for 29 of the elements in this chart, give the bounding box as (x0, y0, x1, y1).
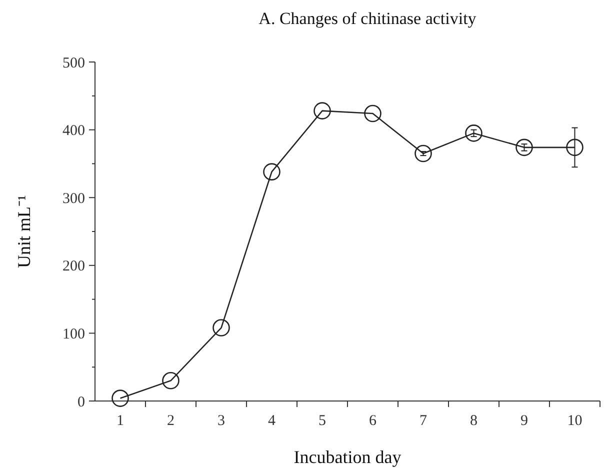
x-tick-label: 3 (218, 413, 225, 429)
x-tick-label: 8 (470, 413, 478, 429)
x-tick-label: 2 (167, 413, 174, 429)
chart-title: A. Changes of chitinase activity (258, 9, 477, 28)
point (364, 104, 382, 122)
x-tick-label: 5 (318, 413, 326, 429)
point (212, 319, 230, 336)
x-axis-title: Incubation day (294, 447, 402, 467)
point (414, 144, 432, 162)
y-tick-label: 100 (62, 326, 85, 342)
y-tick-label: 400 (62, 123, 85, 140)
point (263, 163, 280, 180)
y-tick-label: 0 (78, 394, 85, 410)
point (112, 390, 129, 407)
x-tick-label: 7 (420, 413, 428, 429)
y-tick-label: 300 (62, 190, 85, 207)
y-axis-title: Unit mL⁻¹ (14, 195, 34, 268)
point (314, 102, 331, 120)
point (516, 138, 533, 156)
x-tick-label: 4 (268, 413, 276, 429)
y-tick-label: 500 (62, 55, 85, 72)
x-tick-label: 6 (369, 413, 377, 429)
x-tick-label: 9 (520, 413, 528, 429)
point (465, 124, 482, 142)
point (162, 372, 180, 390)
x-tick-label: 10 (567, 413, 582, 429)
x-tick-label: 1 (116, 413, 124, 429)
y-tick-label: 200 (62, 258, 85, 275)
point (566, 138, 584, 156)
